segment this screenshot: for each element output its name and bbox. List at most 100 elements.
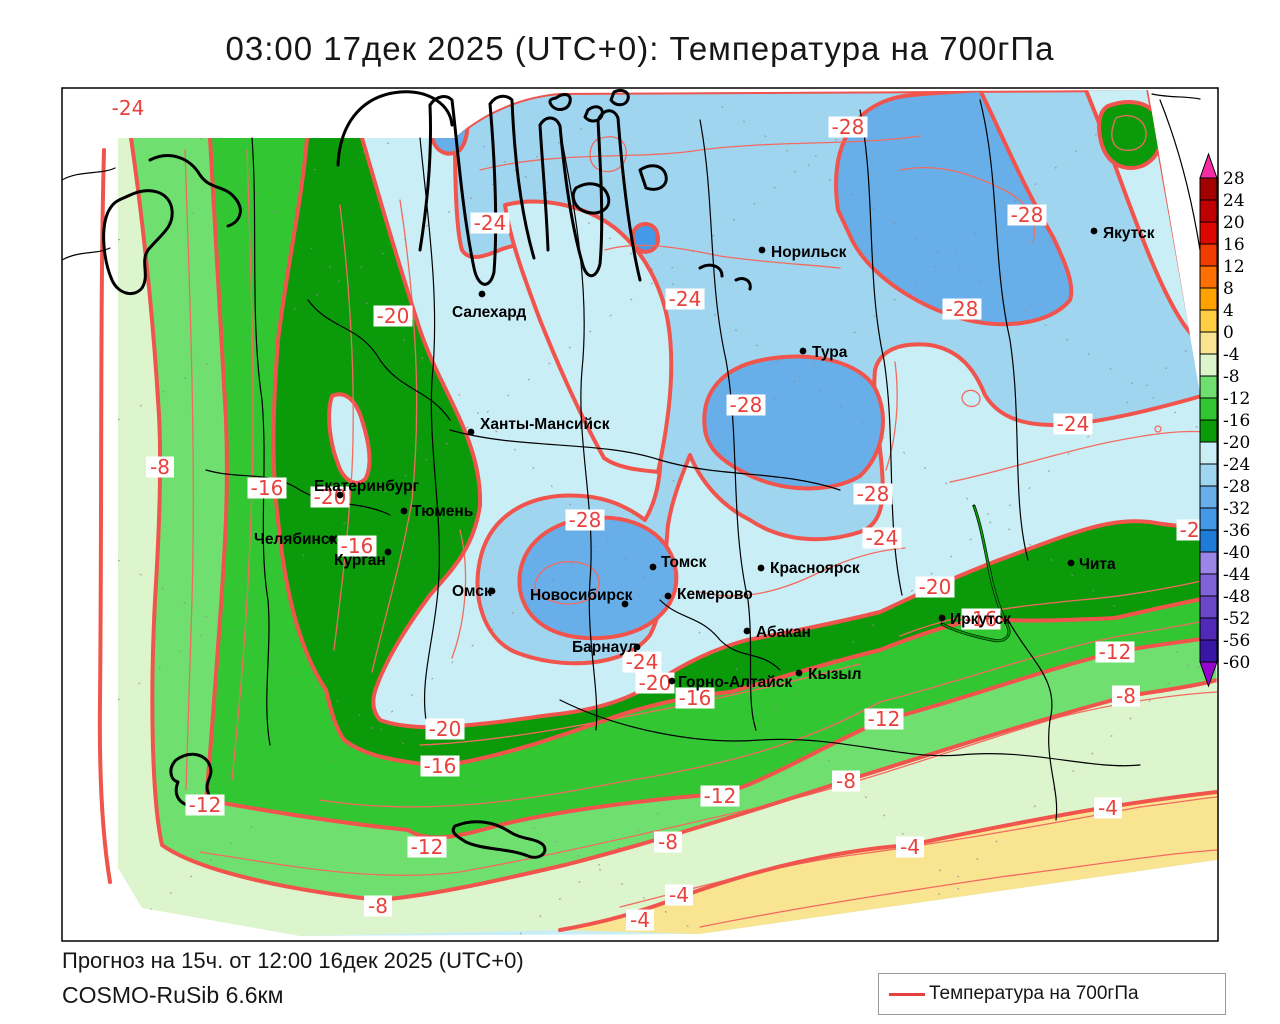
city-dot-Екатеринбург [336,491,344,499]
colorbar-tick-label: -4 [1223,345,1240,365]
contour-label: -20 [429,717,462,741]
colorbar-tick-label: -48 [1223,587,1250,607]
colorbar-tick-label: -52 [1223,609,1250,629]
city-label: Омск [452,583,492,600]
colorbar-cell--56--60 [1199,639,1218,663]
legend-box: Температура на 700гПа [878,973,1226,1015]
colorbar-cell--36--40 [1199,529,1218,553]
colorbar-tick-label: -60 [1223,653,1250,673]
city-dot-Курган [384,548,392,556]
city-dot-Норильск [758,246,766,254]
norilsk-lakes [698,263,752,291]
city-dot-Барнаул [633,643,641,651]
contour-label-bg [247,477,287,499]
colorbar-tick-label: 12 [1223,257,1245,277]
colorbar-tick-label: 16 [1223,235,1245,255]
contour-label-bg [185,794,225,816]
city-dot-Кызыл [795,669,803,677]
city-dot-Красноярск [757,564,765,572]
yenisei-gulf-coast [538,109,642,282]
city-dot-Тюмень [400,507,408,515]
contour-label-bg [470,212,510,234]
yenisei-delta-islands [571,182,611,215]
colorbar-cell--44--48 [1199,573,1218,597]
contour-labels: -24-24-24-28-28-28-28-28-28-24-24-24-20-… [108,96,1216,932]
contour-label: -8 [836,769,856,793]
contour-label-bg [565,509,605,531]
contour-label: -20 [377,304,410,328]
contour-label: -8 [150,455,170,479]
contour-label-bg [942,298,982,320]
colorbar-cell--40--44 [1199,551,1218,575]
contour-label: -4 [1098,796,1118,820]
colorbar-cell-4-0 [1199,309,1218,333]
contour-label-bg [1007,204,1047,226]
city-label: Барнаул [572,639,637,656]
fill-blob-tura--28--32 [702,354,885,491]
city-label: Красноярск [770,560,860,577]
model-info: COSMO-RuSib 6.6км [62,982,284,1008]
contour-label: -8 [368,894,388,918]
contour-label: -12 [704,784,737,808]
city-dot-Омск [488,587,496,595]
colorbar-cell--32--36 [1199,507,1218,531]
contour-label-bg [853,483,893,505]
colorbar-tick-label: 4 [1223,301,1234,321]
contour-label: -12 [411,835,444,859]
colorbar-tick-label: 28 [1223,169,1245,189]
contour-label-bg [726,394,766,416]
contour-label-bg [1053,413,1093,435]
contour-label-bg [407,836,447,858]
contour-label-bg [700,785,740,807]
contour-label: -16 [679,686,712,710]
colorbar-tick-label: -8 [1223,367,1240,387]
contour-label-bg [1094,797,1122,819]
fill-corner-green-patch [1097,100,1164,170]
colorbar-cell--20--24 [1199,441,1218,465]
fill-band-0--4 [560,792,1217,934]
colorbar-cell-0--4 [1199,331,1218,355]
contour-label-bg [626,909,654,931]
contour-label: -24 [1057,412,1090,436]
contour-label-bg [364,895,392,917]
colorbar-tick-label: -44 [1223,565,1250,585]
colorbar-cell--12--16 [1199,397,1218,421]
contour-label: -28 [946,297,979,321]
contour-label-bg [654,831,682,853]
contour-label: -16 [965,607,998,631]
fill-band--12--16 [206,138,1217,838]
city-label: Челябинск [254,531,337,548]
colorbar-cell--28--32 [1199,485,1218,509]
colorbar-cell-28-24 [1199,177,1218,201]
contour-label: -28 [857,482,890,506]
colorbar-cell-24-20 [1199,199,1218,223]
fill-lens-ural--20--24 [327,392,372,485]
graticule [118,90,1217,935]
contour-label-bg [828,116,868,138]
city-dot-Томск [649,563,657,571]
contour-label-bg [864,708,904,730]
contour-label: -28 [569,508,602,532]
contour-label-bg [146,456,174,478]
colorbar-cell--48--52 [1199,595,1218,619]
colorbar-cell--4--8 [1199,353,1218,377]
city-markers: Норильск Салехард Тура Якутск Ханты-Мансийск… [254,225,1155,691]
contour-label: -28 [730,393,763,417]
city-label: Кызыл [808,666,862,683]
forecast-info: Прогноз на 15ч. от 12:00 16дек 2025 (UTC… [62,948,524,973]
contour-label-bg [665,884,693,906]
city-label: Ханты-Мансийск [480,416,610,433]
fill-band--8--12 [131,138,1217,900]
city-label: Тура [812,344,848,361]
contour-label-bg [108,97,148,119]
colorbar-cell-16-12 [1199,243,1218,267]
contour-label-bg [915,576,955,598]
colorbar-tick-label: 8 [1223,279,1234,299]
contour-label: -16 [341,534,374,558]
city-label: Абакан [756,624,811,641]
contour-label-bg [896,836,924,858]
contour-label: -24 [112,96,145,120]
contour-label: -20 [919,575,952,599]
colorbar-tick-label: -56 [1223,631,1250,651]
